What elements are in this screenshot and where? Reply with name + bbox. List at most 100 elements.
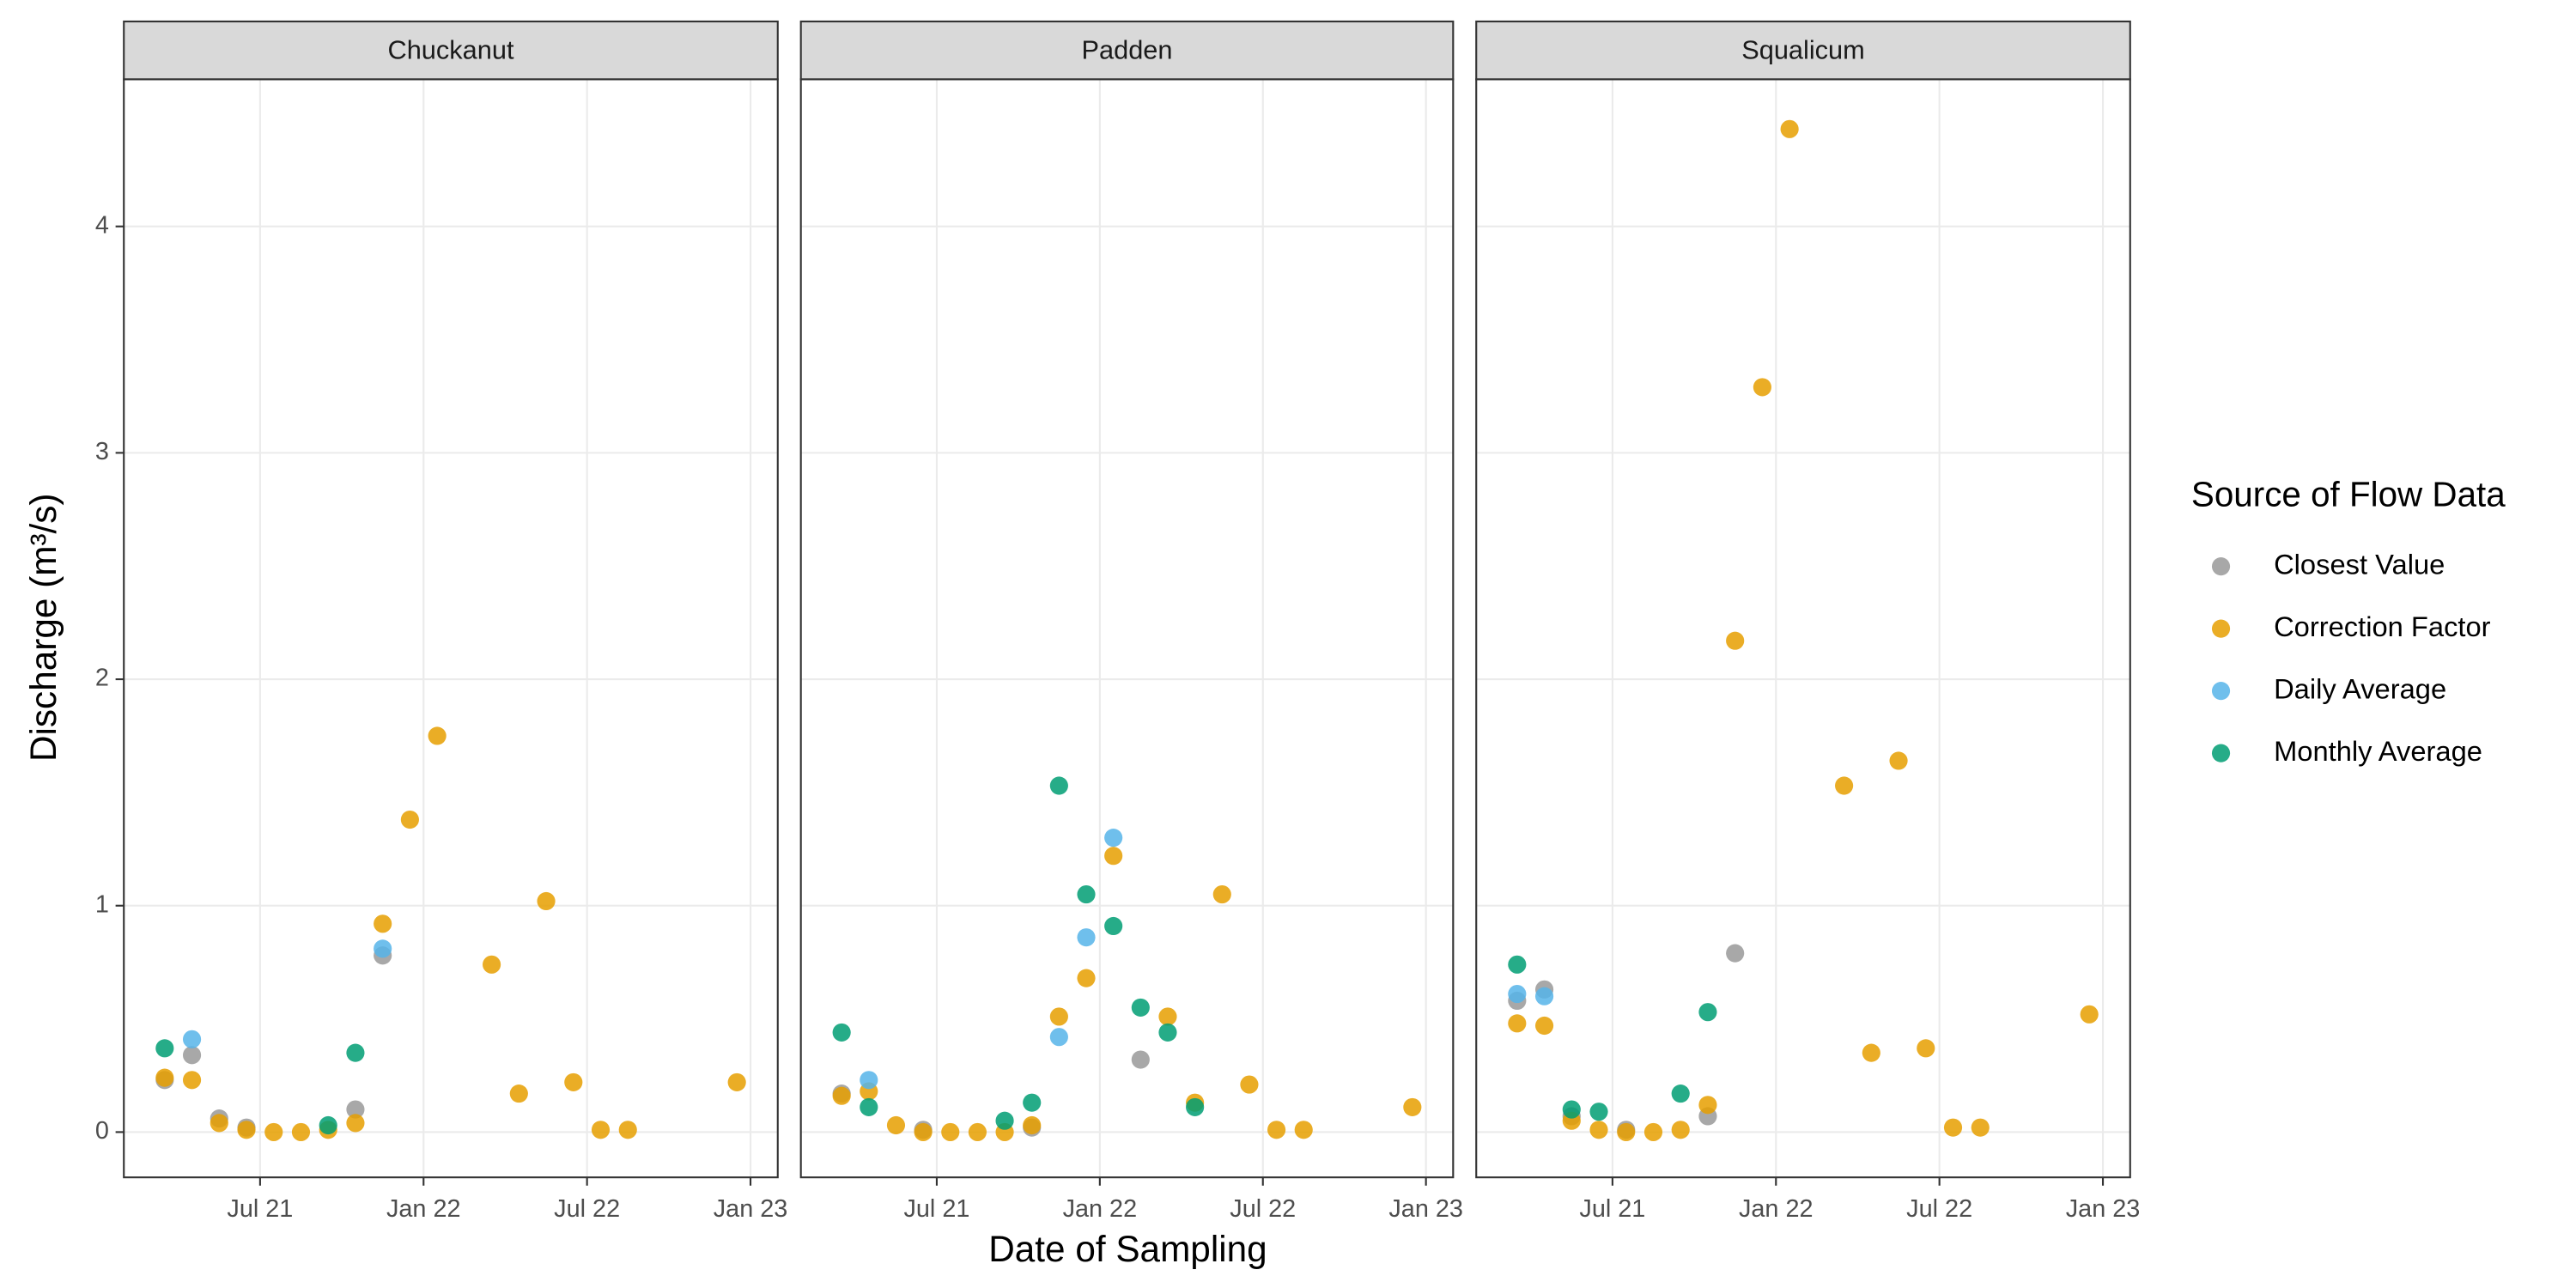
panel-background	[800, 79, 1454, 1178]
data-point	[886, 1115, 906, 1135]
data-point	[1617, 1122, 1636, 1141]
data-point	[291, 1122, 311, 1141]
data-point	[1267, 1121, 1286, 1139]
x-tick-label: Jan 23	[2066, 1195, 2141, 1223]
data-point	[941, 1122, 960, 1141]
data-point	[1508, 984, 1527, 1004]
data-point	[1780, 119, 1799, 138]
data-point	[319, 1115, 337, 1135]
data-point	[591, 1121, 611, 1139]
data-point	[1671, 1121, 1690, 1139]
legend-marker	[2211, 682, 2231, 701]
data-point	[1104, 916, 1123, 936]
data-point	[1049, 1007, 1068, 1026]
legend-marker	[2211, 619, 2231, 638]
data-point	[346, 1043, 365, 1062]
data-point	[1212, 884, 1231, 904]
x-tick-label: Jul 21	[227, 1195, 293, 1223]
legend-marker	[2211, 557, 2231, 576]
data-point	[1589, 1103, 1608, 1121]
data-point	[1534, 1016, 1554, 1036]
data-point	[1671, 1084, 1690, 1103]
data-point	[1294, 1121, 1313, 1139]
data-point	[1186, 1097, 1205, 1116]
data-point	[1753, 378, 1771, 397]
data-point	[914, 1122, 933, 1141]
data-point	[374, 939, 392, 958]
strip-label: Chuckanut	[387, 35, 513, 65]
x-tick-label: Jul 22	[1906, 1195, 1972, 1223]
data-point	[264, 1122, 283, 1141]
data-point	[2080, 1005, 2099, 1024]
data-point	[1698, 1003, 1717, 1022]
data-point	[1240, 1075, 1259, 1094]
data-point	[537, 891, 556, 911]
data-point	[483, 955, 501, 974]
data-point	[1589, 1121, 1608, 1139]
data-point	[618, 1121, 637, 1139]
data-point	[1049, 776, 1068, 795]
y-tick-label: 3	[95, 438, 109, 465]
data-point	[1698, 1096, 1717, 1115]
legend-label: Daily Average	[2274, 672, 2446, 704]
data-point	[428, 726, 447, 745]
data-point	[1889, 751, 1908, 770]
data-point	[1726, 631, 1745, 650]
data-point	[400, 810, 419, 829]
data-point	[155, 1068, 174, 1087]
x-tick-label: Jan 22	[1739, 1195, 1814, 1223]
strip	[1475, 20, 2131, 81]
x-tick-label: Jul 21	[1579, 1195, 1645, 1223]
data-point	[832, 1023, 851, 1042]
data-point	[1077, 969, 1096, 987]
x-tick-label: Jan 23	[714, 1195, 788, 1223]
data-point	[210, 1114, 228, 1133]
data-point	[1917, 1039, 1935, 1058]
y-tick-label: 0	[95, 1117, 109, 1145]
data-point	[1534, 987, 1554, 1005]
legend-label: Closest Value	[2274, 548, 2445, 580]
data-point	[1508, 955, 1527, 974]
x-tick-label: Jul 22	[554, 1195, 620, 1223]
data-point	[346, 1100, 365, 1119]
data-point	[1131, 1050, 1150, 1069]
data-point	[182, 1071, 202, 1090]
data-point	[1023, 1093, 1042, 1112]
strip	[799, 20, 1455, 81]
data-point	[860, 1071, 878, 1090]
x-axis-title: Date of Sampling	[988, 1229, 1267, 1269]
data-point	[1726, 944, 1745, 963]
data-point	[1403, 1097, 1422, 1116]
y-axis-title: Discharge (m³/s)	[23, 493, 64, 762]
data-point	[1158, 1007, 1177, 1026]
y-tick-label: 4	[95, 211, 109, 239]
data-point	[346, 1114, 365, 1133]
data-point	[182, 1030, 202, 1048]
data-point	[995, 1111, 1014, 1130]
data-point	[1077, 884, 1096, 904]
strip-label: Padden	[1081, 35, 1172, 65]
panel-background	[1476, 79, 2130, 1178]
data-point	[860, 1097, 878, 1116]
panel-background	[124, 79, 778, 1178]
x-tick-label: Jul 21	[903, 1195, 969, 1223]
data-point	[1562, 1100, 1581, 1119]
data-point	[1131, 998, 1150, 1017]
data-point	[374, 914, 392, 933]
legend-label: Monthly Average	[2274, 735, 2482, 767]
data-point	[509, 1084, 528, 1103]
data-point	[1049, 1028, 1068, 1047]
x-tick-label: Jan 22	[1063, 1195, 1138, 1223]
data-point	[968, 1122, 987, 1141]
data-point	[1104, 847, 1123, 866]
legend-title: Source of Flow Data	[2191, 475, 2506, 514]
legend-marker	[2211, 744, 2231, 762]
data-point	[1971, 1118, 1990, 1137]
data-point	[832, 1086, 851, 1105]
data-point	[1077, 928, 1096, 947]
strip	[123, 20, 779, 81]
x-tick-label: Jan 22	[386, 1195, 461, 1223]
data-point	[1158, 1023, 1177, 1042]
